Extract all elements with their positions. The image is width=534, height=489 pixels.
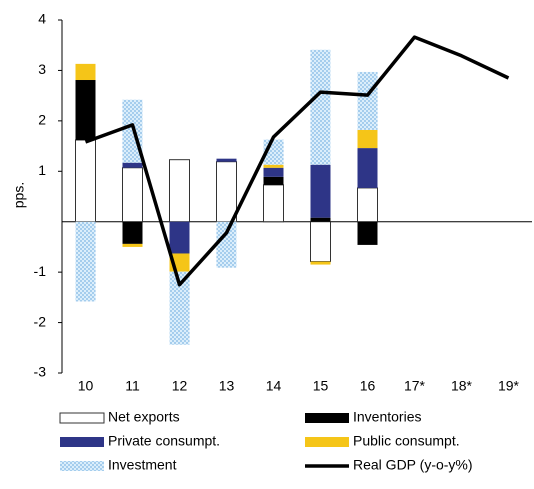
bar-segment bbox=[357, 148, 378, 188]
y-tick-label: 2 bbox=[38, 112, 46, 128]
legend-label: Inventories bbox=[353, 409, 421, 425]
bar-segment bbox=[122, 221, 143, 244]
bar-segment bbox=[122, 162, 143, 168]
legend-swatch bbox=[305, 413, 349, 423]
bar-segment bbox=[263, 167, 284, 177]
bar-segment bbox=[75, 139, 96, 223]
legend-swatch bbox=[60, 461, 104, 471]
x-tick-label: 16 bbox=[360, 378, 376, 394]
bar-segment bbox=[169, 159, 190, 223]
bar-segment bbox=[357, 129, 378, 149]
bar-segment bbox=[122, 243, 143, 247]
x-tick-label: 11 bbox=[125, 378, 140, 394]
bar-segment bbox=[75, 63, 96, 81]
x-tick-label: 18* bbox=[451, 378, 473, 394]
y-tick-label: -2 bbox=[34, 313, 47, 329]
y-tick-label: 4 bbox=[38, 11, 46, 27]
bar-segment bbox=[357, 71, 378, 130]
bar-segment bbox=[75, 221, 96, 302]
bar-segment bbox=[216, 158, 237, 162]
x-tick-label: 15 bbox=[313, 378, 329, 394]
y-tick-label: 1 bbox=[38, 162, 46, 178]
bar-segment bbox=[357, 221, 378, 245]
bar-segment bbox=[263, 184, 284, 223]
bar-segment bbox=[75, 80, 96, 141]
bar-segment bbox=[310, 261, 331, 265]
y-tick-label: 3 bbox=[38, 61, 46, 77]
bar-segment bbox=[310, 164, 331, 218]
legend-swatch bbox=[305, 437, 349, 447]
legend-label: Net exports bbox=[108, 409, 180, 425]
bar-segment bbox=[122, 167, 143, 223]
x-tick-label: 17* bbox=[404, 378, 426, 394]
bar-segment bbox=[169, 271, 190, 345]
bar-segment bbox=[263, 164, 284, 168]
legend-label: Investment bbox=[108, 457, 177, 473]
y-tick-label: -3 bbox=[34, 364, 47, 380]
legend-label: Private consumpt. bbox=[108, 433, 220, 449]
x-tick-label: 12 bbox=[172, 378, 188, 394]
x-tick-label: 13 bbox=[219, 378, 235, 394]
bar-segment bbox=[310, 221, 331, 263]
legend-swatch bbox=[59, 412, 105, 424]
legend-label: Public consumpt. bbox=[353, 433, 460, 449]
bar-segment bbox=[216, 221, 237, 268]
x-tick-label: 10 bbox=[78, 378, 94, 394]
bar-segment bbox=[310, 49, 331, 165]
bar-segment bbox=[357, 187, 378, 223]
y-axis-label: pps. bbox=[11, 182, 27, 208]
bar-segment bbox=[216, 161, 237, 223]
legend-swatch bbox=[60, 437, 104, 447]
legend-label: Real GDP (y-o-y%) bbox=[353, 457, 473, 473]
x-tick-label: 19* bbox=[498, 378, 520, 394]
bar-segment bbox=[310, 217, 331, 222]
bar-segment bbox=[169, 221, 190, 254]
x-tick-label: 14 bbox=[266, 378, 282, 394]
gdp-line bbox=[84, 35, 510, 287]
y-tick-label: -1 bbox=[34, 263, 47, 279]
bar-segment bbox=[263, 176, 284, 185]
